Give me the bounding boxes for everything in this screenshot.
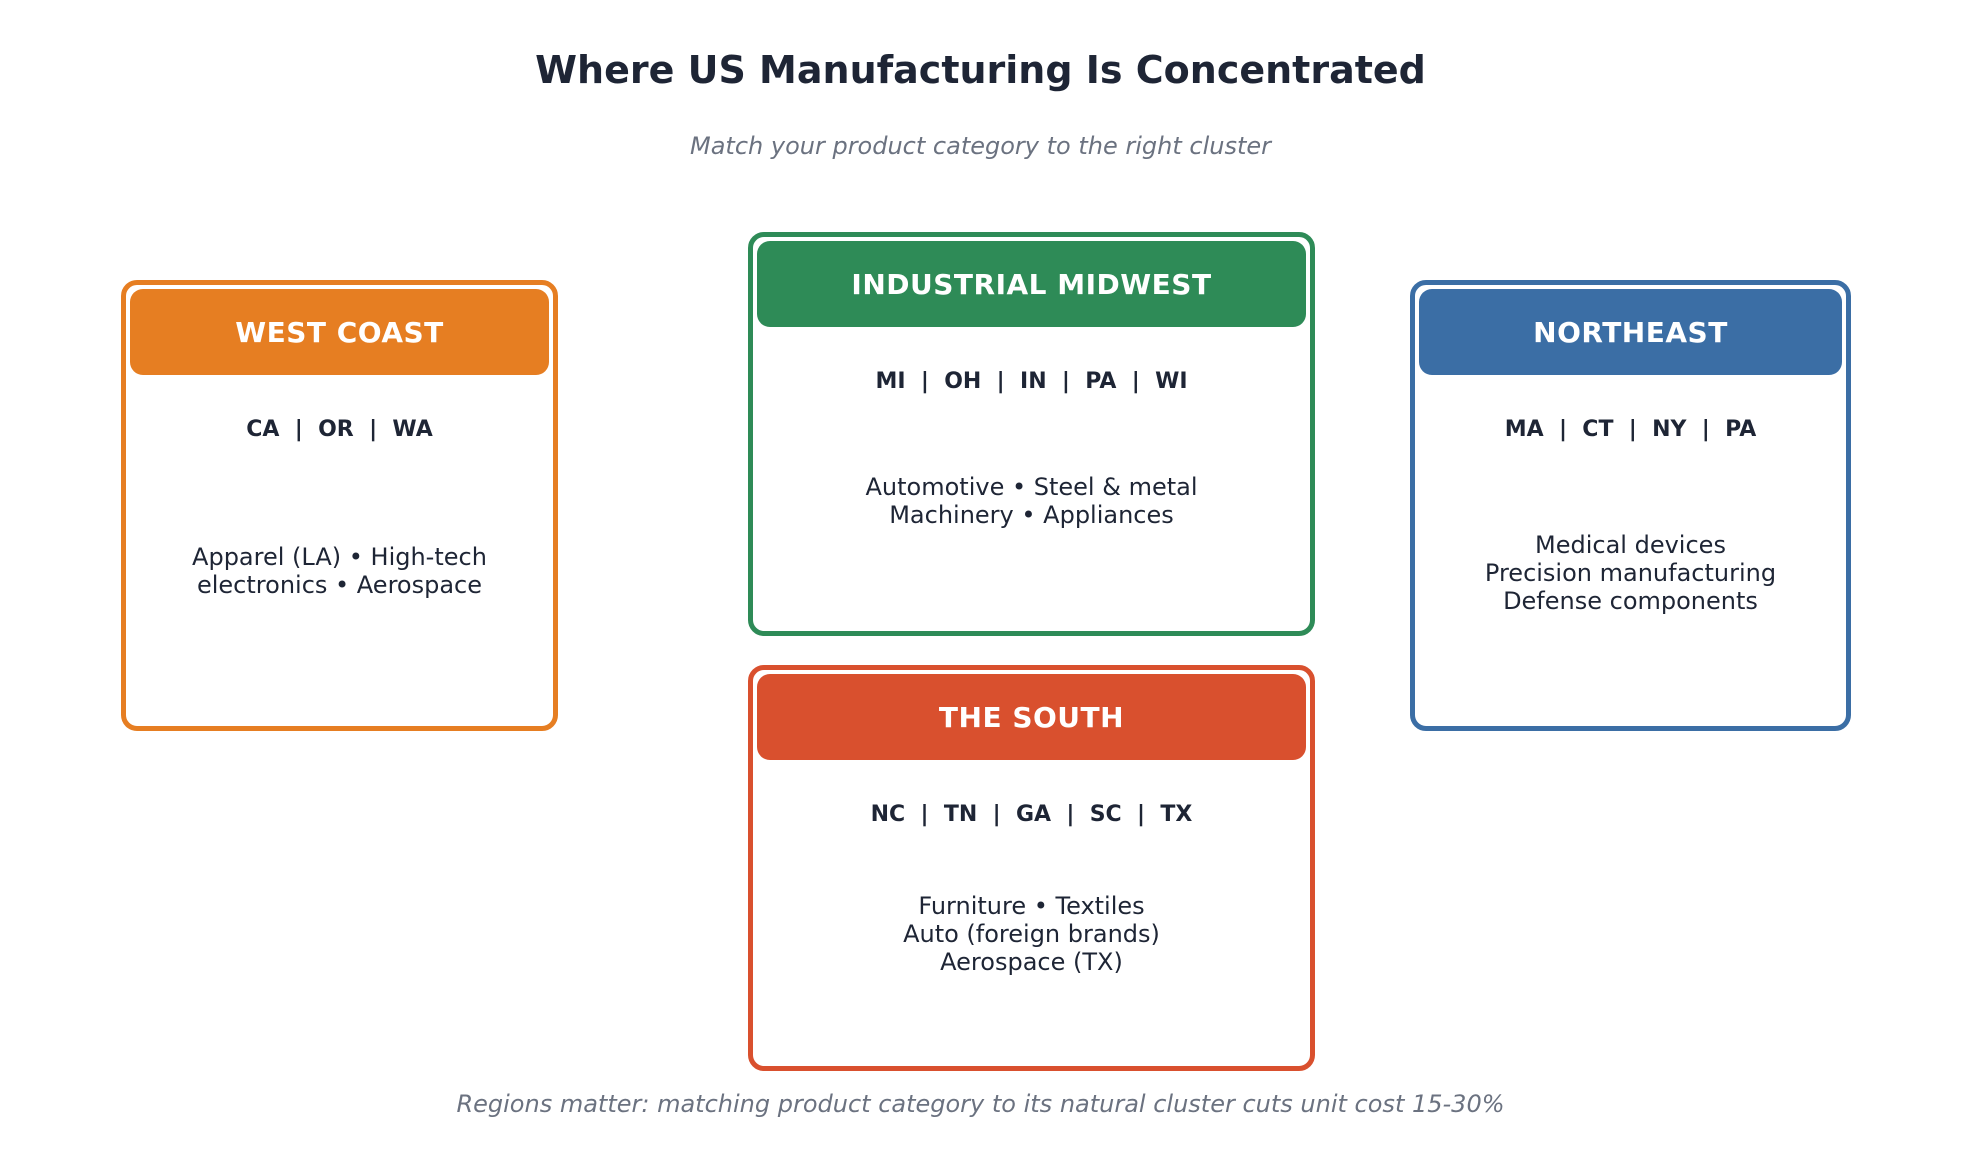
region-card-industrial-midwest: INDUSTRIAL MIDWEST MI | OH | IN | PA | W…: [748, 232, 1315, 636]
region-card-northeast: NORTHEAST MA | CT | NY | PA Medical devi…: [1410, 280, 1851, 731]
region-states-the-south: NC | TN | GA | SC | TX: [870, 802, 1193, 827]
region-industries-industrial-midwest: Automotive • Steel & metal Machinery • A…: [753, 473, 1310, 529]
region-industries-the-south: Furniture • Textiles Auto (foreign brand…: [753, 892, 1310, 976]
industry-line: Auto (foreign brands): [903, 920, 1160, 948]
region-card-the-south: THE SOUTH NC | TN | GA | SC | TX Furnitu…: [748, 665, 1315, 1071]
region-card-west-coast: WEST COAST CA | OR | WA Apparel (LA) • H…: [121, 280, 558, 731]
region-industries-west-coast: Apparel (LA) • High-tech electronics • A…: [126, 543, 553, 599]
industry-line: Machinery • Appliances: [889, 501, 1174, 529]
region-header-industrial-midwest: INDUSTRIAL MIDWEST: [757, 241, 1306, 327]
region-industries-northeast: Medical devices Precision manufacturing …: [1415, 531, 1846, 615]
region-header-the-south: THE SOUTH: [757, 674, 1306, 760]
region-states-industrial-midwest: MI | OH | IN | PA | WI: [875, 369, 1188, 394]
region-header-west-coast: WEST COAST: [130, 289, 549, 375]
region-states-west-coast: CA | OR | WA: [246, 417, 433, 442]
industry-line: Aerospace (TX): [940, 948, 1123, 976]
region-header-northeast: NORTHEAST: [1419, 289, 1842, 375]
industry-line: Automotive • Steel & metal: [865, 473, 1198, 501]
industry-line: Precision manufacturing: [1484, 559, 1777, 587]
region-states-northeast: MA | CT | NY | PA: [1504, 417, 1757, 442]
page-subtitle: Match your product category to the right…: [690, 132, 1271, 160]
industry-line: electronics • Aerospace: [196, 571, 482, 599]
page-title: Where US Manufacturing Is Concentrated: [535, 48, 1426, 92]
industry-line: Apparel (LA) • High-tech: [192, 543, 487, 571]
industry-line: Medical devices: [1535, 531, 1726, 559]
footer-note: Regions matter: matching product categor…: [456, 1090, 1505, 1118]
industry-line: Furniture • Textiles: [918, 892, 1145, 920]
industry-line: Defense components: [1503, 587, 1758, 615]
